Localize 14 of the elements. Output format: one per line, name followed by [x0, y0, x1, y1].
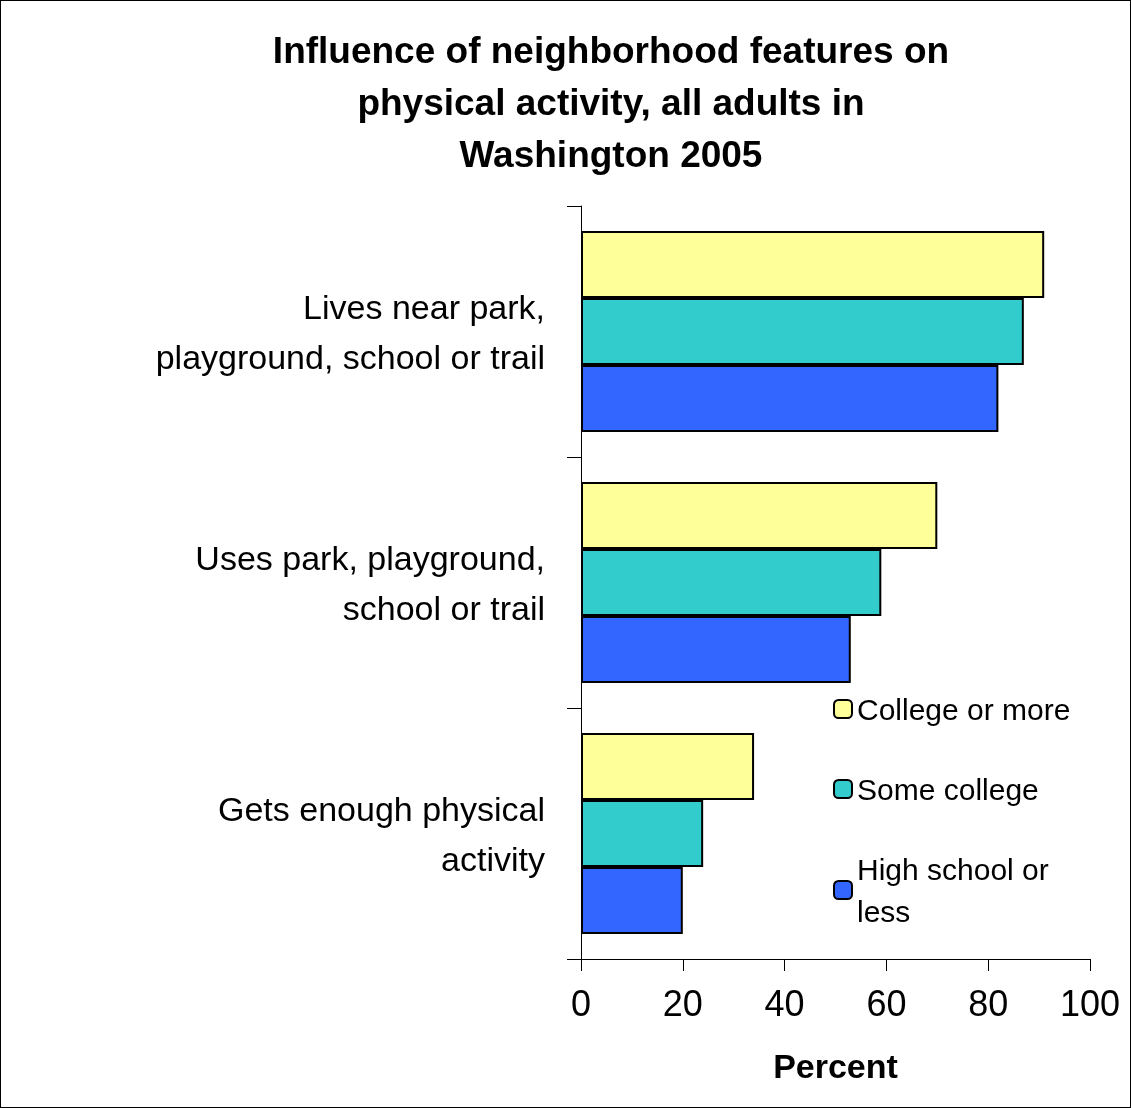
x-tick-label: 20 [662, 982, 703, 1024]
legend-label: High school or less [857, 852, 1058, 928]
x-tick-label: 80 [968, 982, 1009, 1024]
x-tick-label: 0 [570, 982, 592, 1024]
x-axis-title: Percent [773, 1047, 898, 1085]
x-tick-label: 40 [764, 982, 805, 1024]
y-tick-label: Uses park, playground, school or trail [195, 538, 545, 627]
legend-label: College or more [857, 692, 1071, 726]
chart-title: Influence of neighborhood features on physical activity, all adults in Washington 2005 [272, 29, 950, 175]
y-tick-label: Lives near park, playground, school or trail [155, 287, 545, 376]
x-tick-label: 60 [866, 982, 907, 1024]
x-tick-label: 100 [1059, 982, 1121, 1024]
y-tick-label: Gets enough physical activity [218, 789, 545, 878]
legend-label: Some college [857, 772, 1039, 806]
